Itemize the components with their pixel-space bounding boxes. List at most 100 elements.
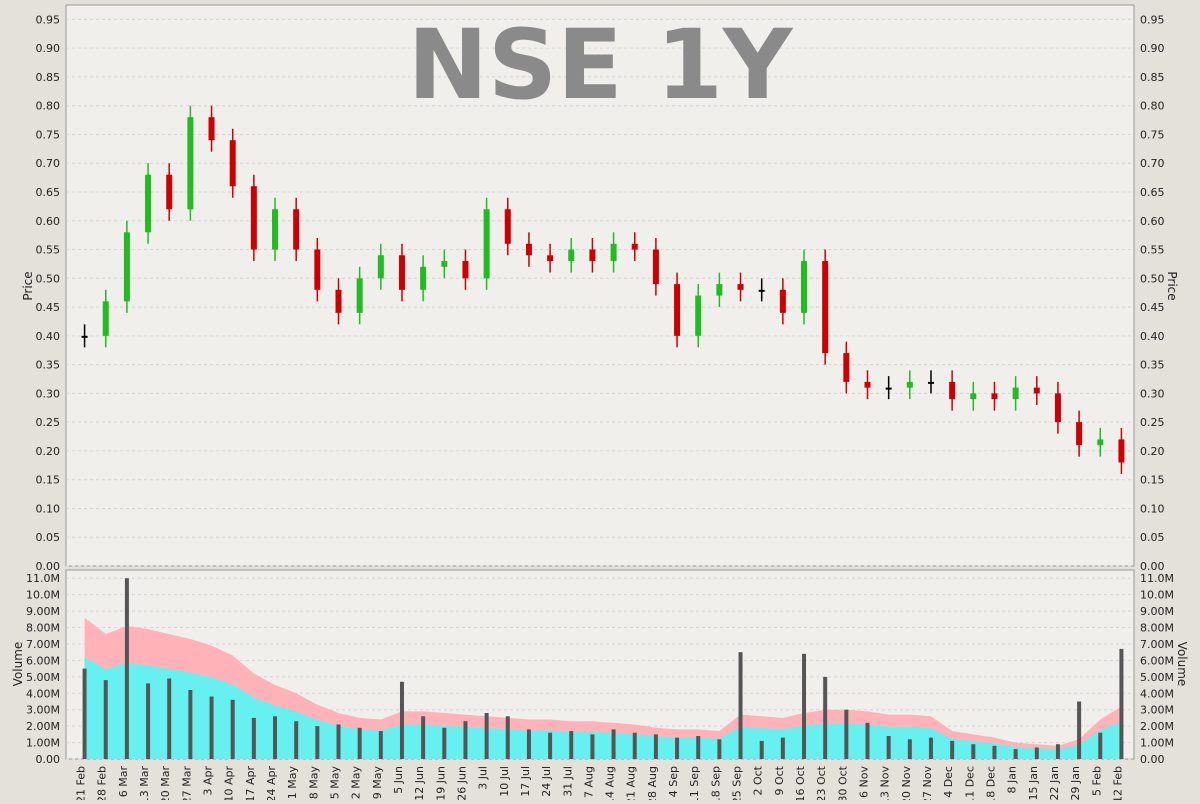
x-tick-label: 29 Jan bbox=[1069, 766, 1082, 800]
price-candle bbox=[822, 261, 829, 354]
volume-bar bbox=[844, 709, 849, 759]
x-tick-label: 8 May bbox=[307, 766, 320, 800]
price-tick-label: 0.20 bbox=[36, 445, 61, 458]
price-axis-label-right: Price bbox=[1165, 271, 1179, 300]
price-tick-label: 0.90 bbox=[36, 42, 61, 55]
x-axis-ticks: 21 Feb 28 Feb 6 Mar 13 Mar 20 Mar 27 Mar 3 Apr… bbox=[75, 765, 1125, 804]
price-candle bbox=[801, 261, 808, 313]
volume-tick-label: 11.0M bbox=[1140, 572, 1174, 585]
volume-bar bbox=[823, 676, 828, 759]
volume-bar bbox=[230, 699, 235, 759]
price-tick-label: 0.50 bbox=[36, 272, 61, 285]
price-candle bbox=[187, 117, 194, 210]
volume-bar bbox=[209, 696, 214, 759]
price-tick-label: 0.55 bbox=[1140, 244, 1165, 257]
x-tick-label: 23 Oct bbox=[815, 765, 828, 800]
price-candle bbox=[441, 261, 448, 267]
volume-bar bbox=[357, 727, 362, 759]
volume-right-ticks: 0.00 1.00M 2.00M 3.00M 4.00M 5.00M 6.00M 7.00M 8… bbox=[1140, 572, 1174, 766]
price-candle bbox=[674, 284, 681, 336]
volume-tick-label: 6.00M bbox=[26, 654, 60, 667]
volume-bar bbox=[251, 717, 256, 759]
price-candle bbox=[272, 209, 279, 250]
volume-tick-label: 11.0M bbox=[26, 572, 60, 585]
volume-bar bbox=[611, 729, 616, 759]
volume-tick-label: 10.0M bbox=[1140, 589, 1174, 602]
x-tick-label: 2 Oct bbox=[752, 765, 765, 795]
price-candle bbox=[356, 278, 363, 313]
x-tick-label: 5 Jun bbox=[392, 766, 405, 794]
price-tick-label: 0.40 bbox=[36, 330, 61, 343]
volume-bar bbox=[315, 726, 320, 759]
x-tick-label: 28 Feb bbox=[96, 766, 109, 800]
price-candle bbox=[1076, 422, 1083, 446]
volume-bar bbox=[378, 731, 383, 759]
price-candle bbox=[547, 255, 554, 262]
price-candle bbox=[229, 140, 236, 187]
price-tick-label: 0.90 bbox=[1140, 42, 1165, 55]
price-tick-label: 0.40 bbox=[1140, 330, 1165, 343]
price-tick-label: 0.10 bbox=[1140, 502, 1165, 515]
price-candle bbox=[123, 232, 130, 302]
volume-bar bbox=[526, 729, 531, 759]
x-tick-label: 27 Mar bbox=[180, 766, 193, 800]
price-left-ticks: 0.00 0.05 0.10 0.15 0.20 0.25 0.30 0.35 0.40 0.45… bbox=[36, 13, 61, 573]
volume-bar bbox=[294, 721, 299, 759]
price-candle bbox=[1012, 387, 1019, 400]
price-candle bbox=[652, 249, 659, 285]
volume-bar bbox=[928, 737, 933, 759]
volume-tick-label: 10.0M bbox=[26, 589, 60, 602]
price-candle bbox=[208, 117, 215, 141]
price-candle bbox=[885, 387, 892, 390]
volume-tick-label: 9.00M bbox=[1140, 605, 1174, 618]
x-tick-label: 13 Nov bbox=[879, 766, 892, 800]
price-candle bbox=[991, 393, 998, 400]
volume-bar bbox=[124, 578, 129, 759]
price-candle bbox=[377, 255, 384, 279]
x-tick-label: 31 Jul bbox=[561, 766, 574, 797]
volume-tick-label: 9.00M bbox=[26, 605, 60, 618]
volume-bar bbox=[505, 716, 510, 759]
price-tick-label: 0.60 bbox=[36, 215, 61, 228]
price-candle bbox=[737, 284, 744, 290]
x-tick-label: 8 Jan bbox=[1006, 766, 1019, 793]
price-tick-label: 0.00 bbox=[36, 560, 61, 573]
volume-tick-label: 8.00M bbox=[26, 622, 60, 635]
chart-title: NSE 1Y bbox=[408, 9, 794, 121]
price-candle bbox=[589, 249, 596, 262]
volume-bar bbox=[103, 680, 108, 759]
x-tick-label: 20 Nov bbox=[900, 766, 913, 800]
price-candle bbox=[145, 174, 152, 233]
volume-bar bbox=[1119, 648, 1124, 759]
volume-bar bbox=[1098, 732, 1103, 759]
x-tick-label: 19 Jun bbox=[434, 766, 447, 800]
price-candle bbox=[504, 209, 511, 244]
price-grid bbox=[66, 18, 1134, 567]
price-tick-label: 0.05 bbox=[36, 531, 61, 544]
volume-bar bbox=[336, 724, 341, 759]
volume-tick-label: 0.00 bbox=[1140, 753, 1165, 766]
price-candle bbox=[970, 393, 977, 400]
price-tick-label: 0.70 bbox=[1140, 157, 1165, 170]
x-tick-label: 21 Aug bbox=[625, 766, 638, 800]
price-candle bbox=[864, 381, 871, 388]
x-tick-label: 30 Oct bbox=[836, 765, 849, 800]
price-tick-label: 0.80 bbox=[36, 100, 61, 113]
volume-bar bbox=[188, 689, 193, 759]
price-candle bbox=[81, 335, 88, 338]
volume-axis-label-right: Volume bbox=[1175, 642, 1189, 687]
volume-tick-label: 2.00M bbox=[26, 720, 60, 733]
price-candle bbox=[293, 209, 300, 250]
price-candle bbox=[906, 381, 913, 388]
price-candle bbox=[716, 284, 723, 296]
volume-bar bbox=[865, 722, 870, 759]
price-candle bbox=[758, 289, 765, 292]
price-tick-label: 0.85 bbox=[1140, 71, 1165, 84]
price-tick-label: 0.65 bbox=[36, 186, 61, 199]
volume-bar bbox=[696, 735, 701, 759]
x-tick-label: 29 May bbox=[371, 766, 384, 800]
volume-bar bbox=[1077, 701, 1082, 759]
x-tick-label: 12 Jun bbox=[413, 766, 426, 800]
volume-tick-label: 2.00M bbox=[1140, 720, 1174, 733]
